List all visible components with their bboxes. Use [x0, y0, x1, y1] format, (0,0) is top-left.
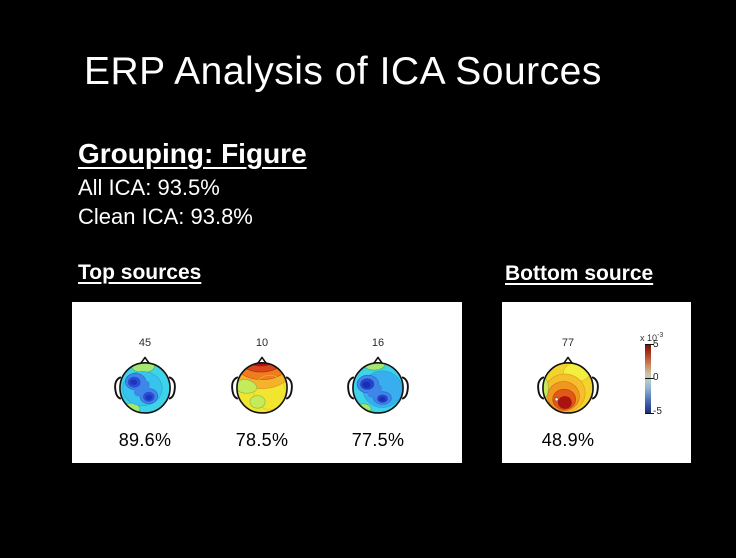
- source-45: 45: [90, 336, 200, 451]
- bottom-source-panel: 77 48.9% x 1: [502, 302, 691, 463]
- colorbar-tickmark-top: [645, 344, 654, 345]
- colorbar-tick-top: 5: [653, 339, 659, 350]
- source-10-percent: 78.5%: [235, 430, 289, 450]
- top-sources-panel: 45: [72, 302, 462, 463]
- colorbar-tickmark-bottom: [645, 413, 654, 414]
- colorbar-gradient: [645, 344, 651, 414]
- source-77-id: 77: [561, 337, 575, 349]
- source-77-percent: 48.9%: [541, 430, 595, 450]
- colorbar-tick-mid: 0: [653, 372, 659, 383]
- stat-clean-ica: Clean ICA: 93.8%: [78, 204, 253, 229]
- top-sources-heading: Top sources: [78, 261, 202, 284]
- source-10-id: 10: [255, 337, 269, 349]
- source-45-id: 45: [138, 337, 152, 349]
- source-16: 16: [323, 336, 433, 451]
- slide-title: ERP Analysis of ICA Sources: [84, 50, 602, 93]
- topomap-45-icon: [114, 356, 176, 414]
- colorbar: x 10-3 5 0 -5: [636, 326, 691, 448]
- topomap-10-icon: [231, 356, 293, 414]
- source-45-percent: 89.6%: [118, 430, 172, 450]
- bottom-source-heading: Bottom source: [505, 262, 654, 285]
- grouping-heading: Grouping: Figure: [78, 138, 307, 169]
- colorbar-multiplier: x 10: [640, 333, 658, 343]
- colorbar-exponent: -3: [657, 332, 664, 339]
- stat-all-ica: All ICA: 93.5%: [78, 175, 220, 200]
- source-16-id: 16: [371, 337, 385, 349]
- topomap-77-icon: [537, 356, 599, 414]
- source-16-percent: 77.5%: [351, 430, 405, 450]
- colorbar-tickmark-mid: [645, 378, 654, 379]
- colorbar-scale-label: x 10-3: [640, 332, 663, 343]
- source-77: 77 48.9%: [513, 336, 623, 451]
- topomap-16-icon: [347, 356, 409, 414]
- colorbar-tick-bottom: -5: [653, 406, 662, 417]
- source-10: 10 78.5%: [207, 336, 317, 451]
